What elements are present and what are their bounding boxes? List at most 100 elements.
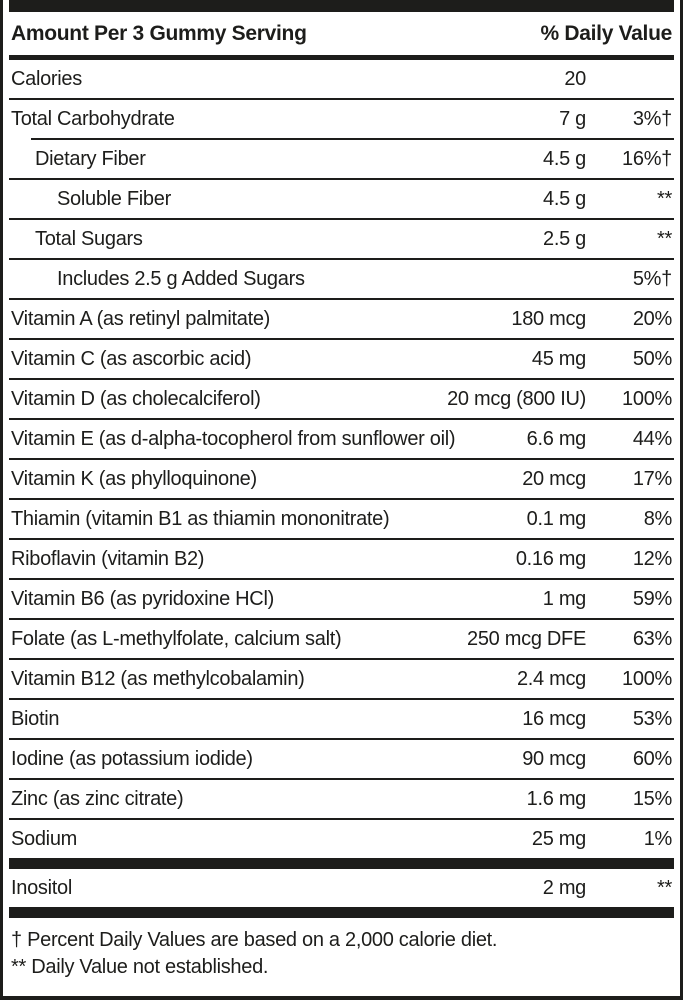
nutrient-amount: 45 mg <box>531 347 586 370</box>
row-divider <box>9 378 674 380</box>
nutrient-amount: 1 mg <box>542 587 587 610</box>
nutrient-amount: 0.1 mg <box>526 507 587 530</box>
row-divider <box>9 298 674 300</box>
row-divider <box>9 698 674 700</box>
nutrient-percent: 63% <box>632 627 672 650</box>
nutrient-percent: 8% <box>643 507 673 530</box>
footnote-daily-value: † Percent Daily Values are based on a 2,… <box>11 929 498 951</box>
row-divider <box>9 218 674 220</box>
nutrient-percent: 12% <box>632 547 672 570</box>
header-divider-bar <box>9 55 674 60</box>
row-divider <box>9 338 674 340</box>
nutrient-label: Zinc (as zinc citrate) <box>11 787 184 810</box>
nutrient-amount: 180 mcg <box>511 307 586 330</box>
nutrient-label: Inositol <box>11 876 72 899</box>
footnotes: † Percent Daily Values are based on a 2,… <box>9 918 674 996</box>
nutrient-row: Sodium 25 mg 1% <box>9 820 674 858</box>
nutrient-percent: 53% <box>632 707 672 730</box>
nutrient-row: Iodine (as potassium iodide) 90 mcg 60% <box>9 740 674 778</box>
nutrient-amount: 20 <box>564 67 586 90</box>
table-header-row: Amount Per 3 Gummy Serving % Daily Value <box>9 12 674 55</box>
top-divider-bar <box>9 0 674 12</box>
nutrient-percent: ** <box>657 227 672 250</box>
nutrient-row: Calories 20 <box>9 60 674 98</box>
nutrient-amount: 2.4 mcg <box>516 667 586 690</box>
nutrient-amount: 25 mg <box>531 827 586 850</box>
nutrient-amount: 20 mcg <box>522 467 586 490</box>
nutrient-row: Vitamin E (as d-alpha-tocopherol from su… <box>9 420 674 458</box>
nutrient-percent: 20% <box>632 307 672 330</box>
nutrient-amount: 16 mcg <box>522 707 586 730</box>
row-divider <box>9 498 674 500</box>
nutrient-label: Vitamin B12 (as methylcobalamin) <box>11 667 305 690</box>
nutrient-rows: Calories 20 Total Carbohydrate 7 g 3%† Dietar… <box>9 60 674 918</box>
nutrient-row: Riboflavin (vitamin B2) 0.16 mg 12% <box>9 540 674 578</box>
nutrient-percent: 17% <box>632 467 672 490</box>
nutrient-row: Thiamin (vitamin B1 as thiamin mononitra… <box>9 500 674 538</box>
nutrient-percent: ** <box>657 187 672 210</box>
row-divider <box>9 418 674 420</box>
nutrient-label: Vitamin K (as phylloquinone) <box>11 467 257 490</box>
nutrient-percent: 15% <box>632 787 672 810</box>
nutrient-row: Vitamin B6 (as pyridoxine HCl) 1 mg 59% <box>9 580 674 618</box>
nutrient-label: Soluble Fiber <box>57 187 171 210</box>
row-divider <box>9 178 674 180</box>
nutrient-row: Vitamin C (as ascorbic acid) 45 mg 50% <box>9 340 674 378</box>
nutrient-row: Dietary Fiber 4.5 g 16%† <box>9 140 674 178</box>
nutrient-label: Total Carbohydrate <box>11 107 175 130</box>
nutrient-label: Calories <box>11 67 82 90</box>
nutrient-row: Vitamin A (as retinyl palmitate) 180 mcg 2… <box>9 300 674 338</box>
nutrient-row: Vitamin D (as cholecalciferol) 20 mcg (80… <box>9 380 674 418</box>
nutrient-label: Includes 2.5 g Added Sugars <box>57 267 305 290</box>
nutrient-label: Dietary Fiber <box>35 147 146 170</box>
nutrient-row: Vitamin K (as phylloquinone) 20 mcg 17% <box>9 460 674 498</box>
nutrient-amount: 90 mcg <box>522 747 586 770</box>
row-divider <box>9 578 674 580</box>
nutrient-label: Vitamin C (as ascorbic acid) <box>11 347 252 370</box>
nutrient-amount: 6.6 mg <box>526 427 587 450</box>
nutrient-amount: 0.16 mg <box>515 547 586 570</box>
nutrient-amount: 2.5 g <box>543 227 586 250</box>
nutrient-label: Riboflavin (vitamin B2) <box>11 547 205 570</box>
row-divider <box>9 458 674 460</box>
nutrient-row: Soluble Fiber 4.5 g ** <box>9 180 674 218</box>
nutrient-percent: 44% <box>632 427 672 450</box>
nutrient-percent: 100% <box>622 667 672 690</box>
nutrient-percent: ** <box>657 876 672 899</box>
row-divider <box>9 618 674 620</box>
amount-per-serving-heading: Amount Per 3 Gummy Serving <box>11 22 307 45</box>
nutrient-row: Folate (as L-methylfolate, calcium salt)… <box>9 620 674 658</box>
nutrient-percent: 59% <box>632 587 672 610</box>
row-divider <box>9 738 674 740</box>
section-divider-bar <box>9 858 674 869</box>
nutrient-label: Iodine (as potassium iodide) <box>11 747 253 770</box>
nutrient-label: Vitamin B6 (as pyridoxine HCl) <box>11 587 274 610</box>
nutrient-amount: 4.5 g <box>543 187 586 210</box>
row-divider <box>9 98 674 100</box>
nutrient-percent: 100% <box>622 387 672 410</box>
nutrient-amount: 250 mcg DFE <box>467 627 586 650</box>
nutrient-label: Vitamin D (as cholecalciferol) <box>11 387 261 410</box>
nutrient-label: Sodium <box>11 827 78 850</box>
nutrient-amount: 2 mg <box>542 876 587 899</box>
nutrient-amount: 7 g <box>559 107 586 130</box>
row-divider <box>9 258 674 260</box>
row-divider <box>9 538 674 540</box>
nutrient-amount: 1.6 mg <box>526 787 587 810</box>
nutrient-amount: 20 mcg (800 IU) <box>447 387 586 410</box>
nutrient-percent: 5%† <box>632 267 672 290</box>
nutrient-row: Vitamin B12 (as methylcobalamin) 2.4 mcg 1… <box>9 660 674 698</box>
row-divider <box>9 658 674 660</box>
nutrient-row: Includes 2.5 g Added Sugars 5%† <box>9 260 674 298</box>
row-divider <box>9 818 674 820</box>
row-divider <box>31 138 674 140</box>
section-divider-bar <box>9 907 674 918</box>
nutrient-row: Biotin 16 mcg 53% <box>9 700 674 738</box>
nutrient-percent: 16%† <box>622 147 672 170</box>
row-divider <box>9 778 674 780</box>
nutrient-row: Total Sugars 2.5 g ** <box>9 220 674 258</box>
nutrient-amount: 4.5 g <box>543 147 586 170</box>
nutrient-percent: 50% <box>632 347 672 370</box>
nutrient-label: Folate (as L-methylfolate, calcium salt) <box>11 627 342 650</box>
